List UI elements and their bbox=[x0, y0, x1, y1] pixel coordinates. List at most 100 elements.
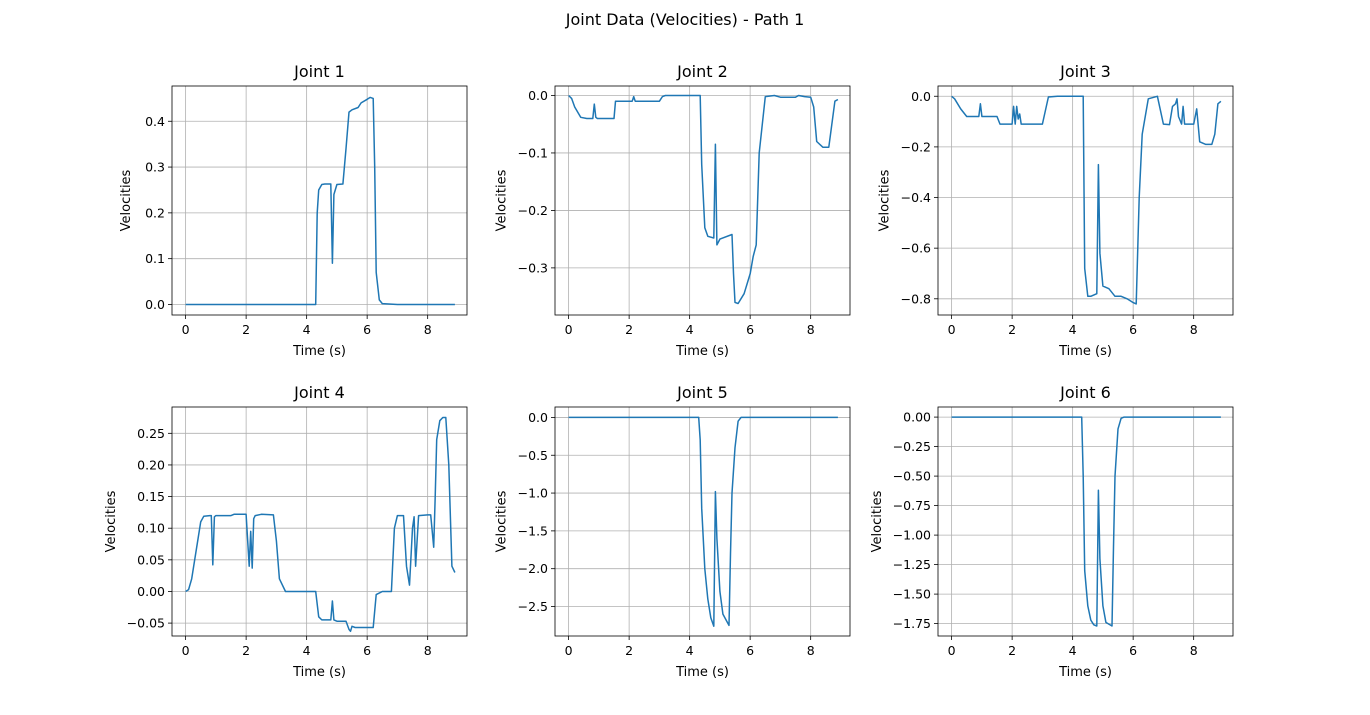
y-tick-label: 0.4 bbox=[145, 114, 165, 129]
y-tick-label: 0.1 bbox=[145, 251, 165, 266]
axes-frame bbox=[937, 85, 1234, 316]
subplot-title: Joint 4 bbox=[293, 383, 345, 402]
y-tick-label: 0.0 bbox=[528, 410, 548, 425]
y-tick-label: −0.50 bbox=[893, 469, 931, 484]
y-tick-label: 0.05 bbox=[137, 552, 165, 567]
y-tick-label: 0.3 bbox=[145, 160, 165, 175]
y-tick-label: −2.0 bbox=[518, 561, 548, 576]
x-tick-label: 2 bbox=[1008, 322, 1016, 337]
subplot-joint-3: 0 2 4 6 8 0.0 −0.2 −0.4 −0.6 −0.8 Joint 3 Time (s) V… bbox=[878, 62, 1234, 359]
y-tick-label: 0.2 bbox=[145, 205, 165, 220]
x-tick-label: 0 bbox=[565, 322, 573, 337]
series-line-joint-4 bbox=[185, 416, 456, 633]
x-tick-label: 4 bbox=[303, 643, 311, 658]
y-tick-label: −1.25 bbox=[893, 557, 931, 572]
axes-frame bbox=[171, 85, 468, 316]
y-tick-label: −1.5 bbox=[518, 523, 548, 538]
y-tick-label: −0.25 bbox=[893, 439, 931, 454]
subplot-joint-6: 0 2 4 6 8 0.00 −0.25 −0.50 −0.75 −1.00 −1.25 −1.50 −… bbox=[870, 383, 1234, 680]
subplot-joint-5: 0 2 4 6 8 0.0 −0.5 −1.0 −1.5 −2.0 −2.5 Joint 5 Time … bbox=[495, 383, 851, 680]
y-tick-label: −0.6 bbox=[901, 241, 931, 256]
x-tick-label: 0 bbox=[182, 643, 190, 658]
subplot-title: Joint 2 bbox=[676, 62, 728, 81]
x-tick-label: 2 bbox=[625, 643, 633, 658]
axes-frame bbox=[554, 85, 851, 316]
x-tick-label: 6 bbox=[746, 322, 754, 337]
y-tick-label: −0.2 bbox=[518, 203, 548, 218]
series-line-joint-5 bbox=[568, 416, 838, 627]
figure-title: Joint Data (Velocities) - Path 1 bbox=[565, 10, 805, 29]
axes-frame bbox=[937, 406, 1234, 637]
y-tick-label: −0.75 bbox=[893, 498, 931, 513]
subplot-joint-1: 0 2 4 6 8 0.0 0.1 0.2 0.3 0.4 Joint 1 Time (s) Veloc… bbox=[119, 62, 468, 359]
x-tick-label: 2 bbox=[242, 322, 250, 337]
x-tick-label: 6 bbox=[746, 643, 754, 658]
y-tick-label: 0.0 bbox=[911, 89, 931, 104]
y-tick-label: −1.0 bbox=[518, 486, 548, 501]
x-tick-label: 6 bbox=[363, 643, 371, 658]
x-axis-label: Time (s) bbox=[1058, 344, 1112, 359]
y-axis-label: Velocities bbox=[104, 490, 119, 552]
series-line-joint-2 bbox=[568, 94, 839, 305]
y-tick-label: −0.5 bbox=[518, 448, 548, 463]
y-tick-label: 0.20 bbox=[137, 457, 165, 472]
x-tick-label: 8 bbox=[1190, 643, 1198, 658]
subplot-title: Joint 6 bbox=[1059, 383, 1111, 402]
x-tick-label: 2 bbox=[1008, 643, 1016, 658]
x-axis-label: Time (s) bbox=[675, 665, 729, 680]
x-tick-label: 4 bbox=[686, 322, 694, 337]
y-tick-label: 0.25 bbox=[137, 426, 165, 441]
x-tick-label: 0 bbox=[182, 322, 190, 337]
x-tick-label: 8 bbox=[807, 643, 815, 658]
x-tick-label: 8 bbox=[807, 322, 815, 337]
x-tick-label: 4 bbox=[1069, 643, 1077, 658]
y-tick-label: −0.05 bbox=[127, 616, 165, 631]
y-tick-label: −0.4 bbox=[901, 190, 931, 205]
y-tick-label: 0.15 bbox=[137, 489, 165, 504]
y-tick-label: −1.00 bbox=[893, 528, 931, 543]
y-axis-label: Velocities bbox=[119, 169, 134, 231]
y-axis-label: Velocities bbox=[495, 490, 510, 552]
series-line-joint-1 bbox=[185, 96, 455, 306]
series-line-joint-6 bbox=[951, 416, 1221, 627]
axes-frame bbox=[554, 406, 851, 637]
x-axis-label: Time (s) bbox=[1058, 665, 1112, 680]
x-tick-label: 0 bbox=[948, 322, 956, 337]
x-tick-label: 0 bbox=[948, 643, 956, 658]
subplot-title: Joint 5 bbox=[676, 383, 728, 402]
subplot-joint-2: 0 2 4 6 8 0.0 −0.1 −0.2 −0.3 Joint 2 Time (s) Veloc… bbox=[495, 62, 851, 359]
x-axis-label: Time (s) bbox=[292, 344, 346, 359]
x-tick-label: 4 bbox=[303, 322, 311, 337]
y-axis-label: Velocities bbox=[495, 169, 510, 231]
x-tick-label: 6 bbox=[1129, 322, 1137, 337]
x-tick-label: 4 bbox=[686, 643, 694, 658]
x-tick-label: 2 bbox=[242, 643, 250, 658]
y-tick-label: −0.1 bbox=[518, 145, 548, 160]
x-tick-label: 8 bbox=[1190, 322, 1198, 337]
y-tick-label: 0.10 bbox=[137, 521, 165, 536]
y-tick-label: −1.75 bbox=[893, 616, 931, 631]
x-tick-label: 2 bbox=[625, 322, 633, 337]
y-tick-label: −1.50 bbox=[893, 587, 931, 602]
axes-frame bbox=[171, 406, 468, 637]
y-tick-label: 0.00 bbox=[903, 410, 931, 425]
subplot-title: Joint 3 bbox=[1059, 62, 1111, 81]
y-tick-label: −0.3 bbox=[518, 260, 548, 275]
y-tick-label: −2.5 bbox=[518, 599, 548, 614]
x-tick-label: 6 bbox=[363, 322, 371, 337]
subplot-title: Joint 1 bbox=[293, 62, 345, 81]
x-tick-label: 6 bbox=[1129, 643, 1137, 658]
y-axis-label: Velocities bbox=[878, 169, 893, 231]
y-axis-label: Velocities bbox=[870, 490, 885, 552]
x-tick-label: 8 bbox=[424, 643, 432, 658]
y-tick-label: −0.2 bbox=[901, 139, 931, 154]
x-tick-label: 8 bbox=[424, 322, 432, 337]
x-axis-label: Time (s) bbox=[292, 665, 346, 680]
x-tick-label: 0 bbox=[565, 643, 573, 658]
series-line-joint-3 bbox=[951, 95, 1222, 305]
subplot-joint-4: 0 2 4 6 8 −0.05 0.00 0.05 0.10 0.15 0.20 0.25 Joint … bbox=[104, 383, 468, 680]
x-tick-label: 4 bbox=[1069, 322, 1077, 337]
y-tick-label: −0.8 bbox=[901, 291, 931, 306]
y-tick-label: 0.00 bbox=[137, 584, 165, 599]
